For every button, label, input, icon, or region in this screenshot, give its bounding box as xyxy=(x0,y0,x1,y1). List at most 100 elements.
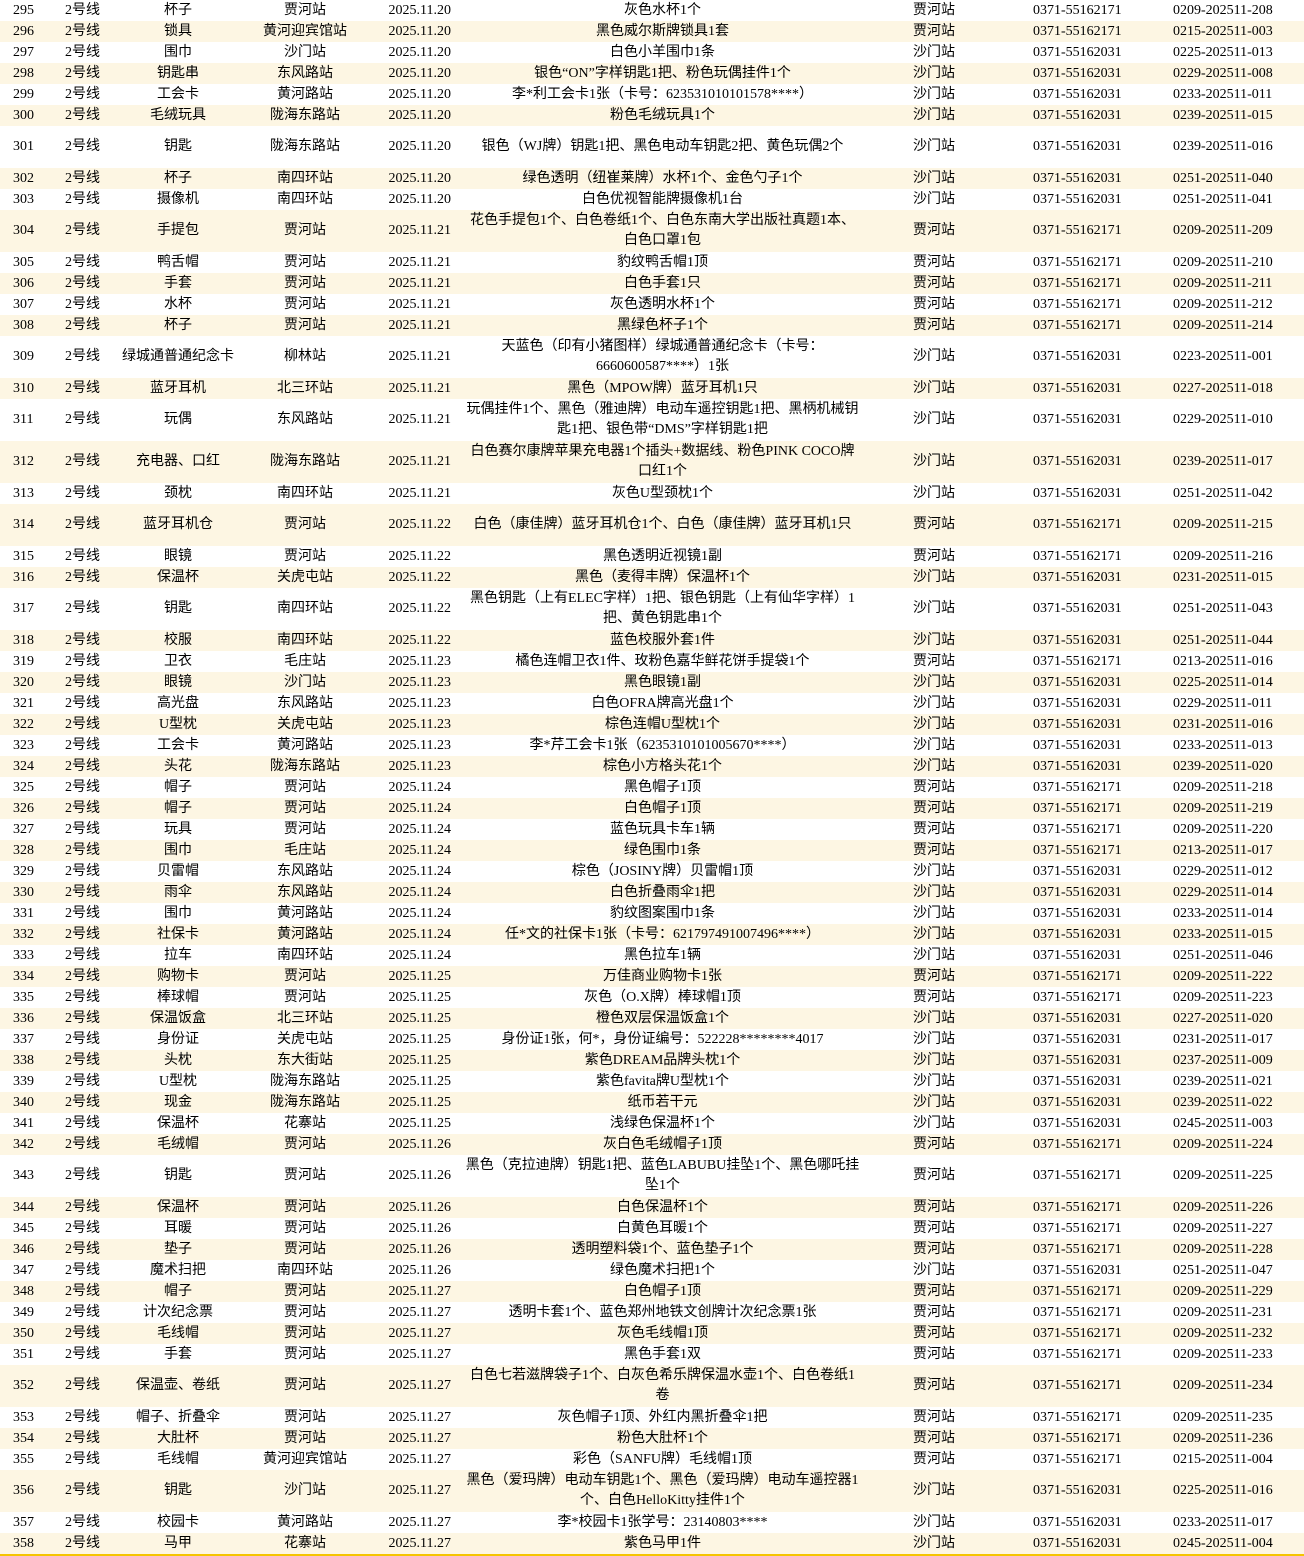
item-name-cell: 棒球帽 xyxy=(157,989,199,1005)
found-date-cell: 2025.11.27 xyxy=(388,1535,451,1551)
claim-station-cell: 贾河站 xyxy=(913,254,955,270)
row-number-cell: 297 xyxy=(13,44,34,60)
item-description-cell: 黑色（克拉迪牌）钥匙1把、蓝色LABUBU挂坠1个、黑色哪吒挂坠1个 xyxy=(465,1158,860,1193)
claim-station-cell: 沙门站 xyxy=(913,1535,955,1551)
row-number-cell: 331 xyxy=(13,905,34,921)
row-number-cell: 314 xyxy=(13,517,34,532)
found-date-cell: 2025.11.24 xyxy=(388,905,451,921)
metro-line-cell: 2号线 xyxy=(65,223,100,238)
found-date-cell: 2025.11.20 xyxy=(388,170,451,186)
claim-station-cell: 贾河站 xyxy=(913,223,955,238)
metro-line-cell: 2号线 xyxy=(65,947,100,963)
claim-station-cell: 沙门站 xyxy=(913,569,955,585)
claim-station-cell: 沙门站 xyxy=(913,170,955,186)
contact-phone-cell: 0371-55162171 xyxy=(1033,779,1122,795)
record-id-cell: 0209-202511-222 xyxy=(1173,968,1273,984)
row-number-cell: 320 xyxy=(13,674,34,690)
table-row: 316 2号线 保温杯 关虎屯站 2025.11.22 黑色（麦得丰牌）保温杯1个 沙门站 0… xyxy=(0,567,1304,588)
metro-line-cell: 2号线 xyxy=(65,968,100,984)
claim-station-cell: 贾河站 xyxy=(913,1346,955,1362)
item-name-cell: 绿城通普通纪念卡 xyxy=(122,349,234,364)
item-description-cell: 灰色毛线帽1顶 xyxy=(617,1325,708,1341)
claim-station-cell: 贾河站 xyxy=(913,1430,955,1446)
found-date-cell: 2025.11.21 xyxy=(388,454,451,469)
found-date-cell: 2025.11.24 xyxy=(388,821,451,837)
found-station-cell: 贾河站 xyxy=(284,821,326,837)
record-id-cell: 0233-202511-013 xyxy=(1173,737,1273,753)
table-row: 328 2号线 围巾 毛庄站 2025.11.24 绿色围巾1条 贾河站 0371-55162… xyxy=(0,840,1304,861)
contact-phone-cell: 0371-55162171 xyxy=(1033,1136,1122,1152)
item-description-cell: 灰色（O.X牌）棒球帽1顶 xyxy=(584,989,741,1005)
table-row: 350 2号线 毛线帽 贾河站 2025.11.27 灰色毛线帽1顶 贾河站 0371-551… xyxy=(0,1323,1304,1344)
row-number-cell: 340 xyxy=(13,1094,34,1110)
found-station-cell: 贾河站 xyxy=(284,779,326,795)
row-number-cell: 305 xyxy=(13,254,34,270)
item-name-cell: 手提包 xyxy=(157,223,199,238)
item-name-cell: 卫衣 xyxy=(164,653,192,669)
item-name-cell: 计次纪念票 xyxy=(143,1304,213,1320)
found-station-cell: 花寨站 xyxy=(284,1535,326,1551)
item-name-cell: 钥匙 xyxy=(164,601,192,616)
table-row: 297 2号线 围巾 沙门站 2025.11.20 白色小羊围巾1条 沙门站 0371-551… xyxy=(0,42,1304,63)
contact-phone-cell: 0371-55162031 xyxy=(1033,1010,1122,1026)
found-station-cell: 南四环站 xyxy=(277,947,333,963)
found-station-cell: 贾河站 xyxy=(284,1378,326,1393)
claim-station-cell: 贾河站 xyxy=(913,1451,955,1467)
found-station-cell: 贾河站 xyxy=(284,2,326,18)
found-station-cell: 贾河站 xyxy=(284,254,326,270)
record-id-cell: 0233-202511-017 xyxy=(1173,1514,1273,1530)
claim-station-cell: 贾河站 xyxy=(913,800,955,816)
item-description-cell: 白色帽子1顶 xyxy=(624,800,701,816)
found-station-cell: 黄河路站 xyxy=(277,1514,333,1530)
item-name-cell: 头花 xyxy=(164,758,192,774)
row-number-cell: 335 xyxy=(13,989,34,1005)
table-row: 311 2号线 玩偶 东风路站 2025.11.21 玩偶挂件1个、黑色（雅迪牌）电动车遥… xyxy=(0,399,1304,441)
found-station-cell: 贾河站 xyxy=(284,1241,326,1257)
found-date-cell: 2025.11.23 xyxy=(388,653,451,669)
contact-phone-cell: 0371-55162031 xyxy=(1033,601,1122,616)
claim-station-cell: 贾河站 xyxy=(913,517,955,532)
row-number-cell: 352 xyxy=(13,1378,34,1393)
claim-station-cell: 贾河站 xyxy=(913,1199,955,1215)
record-id-cell: 0209-202511-236 xyxy=(1173,1430,1273,1446)
record-id-cell: 0227-202511-020 xyxy=(1173,1010,1273,1026)
record-id-cell: 0251-202511-042 xyxy=(1173,485,1273,501)
found-date-cell: 2025.11.20 xyxy=(388,2,451,18)
item-name-cell: 社保卡 xyxy=(157,926,199,942)
row-number-cell: 303 xyxy=(13,191,34,207)
claim-station-cell: 贾河站 xyxy=(913,1136,955,1152)
claim-station-cell: 贾河站 xyxy=(913,1220,955,1236)
found-station-cell: 贾河站 xyxy=(284,968,326,984)
record-id-cell: 0209-202511-232 xyxy=(1173,1325,1273,1341)
item-name-cell: 拉车 xyxy=(164,947,192,963)
contact-phone-cell: 0371-55162171 xyxy=(1033,842,1122,858)
found-date-cell: 2025.11.20 xyxy=(388,191,451,207)
found-date-cell: 2025.11.27 xyxy=(388,1483,451,1498)
record-id-cell: 0229-202511-014 xyxy=(1173,884,1273,900)
claim-station-cell: 贾河站 xyxy=(913,989,955,1005)
record-id-cell: 0209-202511-233 xyxy=(1173,1346,1273,1362)
found-station-cell: 柳林站 xyxy=(284,349,326,364)
metro-line-cell: 2号线 xyxy=(65,1283,100,1299)
metro-line-cell: 2号线 xyxy=(65,254,100,270)
metro-line-cell: 2号线 xyxy=(65,695,100,711)
table-row: 325 2号线 帽子 贾河站 2025.11.24 黑色帽子1顶 贾河站 0371-55162… xyxy=(0,777,1304,798)
metro-line-cell: 2号线 xyxy=(65,800,100,816)
found-station-cell: 南四环站 xyxy=(277,1262,333,1278)
row-number-cell: 307 xyxy=(13,296,34,312)
found-station-cell: 陇海东路站 xyxy=(270,758,340,774)
item-name-cell: 玩偶 xyxy=(164,412,192,427)
row-number-cell: 310 xyxy=(13,380,34,396)
item-description-cell: 黑绿色杯子1个 xyxy=(617,317,708,333)
table-row: 307 2号线 水杯 贾河站 2025.11.21 灰色透明水杯1个 贾河站 0371-551… xyxy=(0,294,1304,315)
metro-line-cell: 2号线 xyxy=(65,1115,100,1131)
item-name-cell: 杯子 xyxy=(164,2,192,18)
row-number-cell: 328 xyxy=(13,842,34,858)
claim-station-cell: 沙门站 xyxy=(913,349,955,364)
item-description-cell: 身份证1张，何*，身份证编号：522228********4017 xyxy=(501,1031,824,1047)
record-id-cell: 0209-202511-211 xyxy=(1173,275,1273,291)
item-name-cell: 眼镜 xyxy=(164,674,192,690)
found-station-cell: 关虎屯站 xyxy=(277,569,333,585)
item-description-cell: 黑色眼镜1副 xyxy=(624,674,701,690)
item-name-cell: 现金 xyxy=(164,1094,192,1110)
